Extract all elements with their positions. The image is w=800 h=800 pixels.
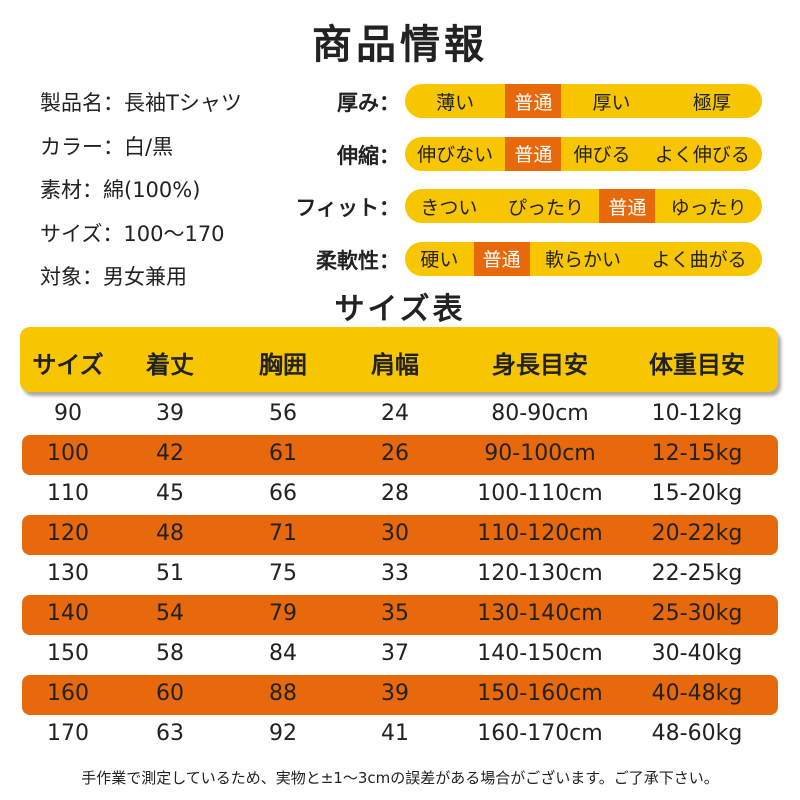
title: 商品情報 xyxy=(312,22,488,68)
table-cell: 92 xyxy=(269,721,297,746)
option: 極厚 xyxy=(692,91,731,114)
table-cell: 48-60kg xyxy=(651,721,743,746)
table-cell: 35 xyxy=(381,601,409,626)
option: 軟らかい xyxy=(544,249,621,271)
table-cell: 42 xyxy=(156,441,184,466)
table-cell: 41 xyxy=(381,721,409,746)
table-cell: 100-110cm xyxy=(477,481,603,506)
table-cell: 10-12kg xyxy=(651,401,743,426)
table-cell: 170 xyxy=(47,721,89,746)
option: ぴったり xyxy=(507,196,584,219)
option: 伸びない xyxy=(417,144,494,166)
option: 伸びる xyxy=(573,144,631,166)
table-cell: 88 xyxy=(269,681,297,706)
option: 厚い xyxy=(592,91,631,114)
table-cell: 60 xyxy=(156,681,184,706)
header-cell: 体重目安 xyxy=(649,351,745,379)
header-cell: 胸囲 xyxy=(259,351,307,379)
selected-option: 普通 xyxy=(505,136,562,171)
attribute-label: 伸縮： xyxy=(337,143,400,168)
table-cell: 75 xyxy=(269,561,297,586)
option: きつい xyxy=(420,196,478,219)
table-cell: 84 xyxy=(269,641,297,666)
table-cell: 140 xyxy=(47,601,89,626)
table-cell: 130-140cm xyxy=(477,601,603,626)
table-cell: 79 xyxy=(269,601,297,626)
selected-option: 普通 xyxy=(599,189,656,223)
option: ゆったり xyxy=(670,196,747,219)
header-cell: サイズ xyxy=(32,351,104,379)
attribute-scale: 伸びない 普通 伸びる よく伸びる xyxy=(405,136,762,171)
table-cell: 150 xyxy=(47,641,89,666)
table-cell: 39 xyxy=(156,401,184,426)
table-cell: 140-150cm xyxy=(477,641,603,666)
table-cell: 110 xyxy=(47,481,89,506)
table-cell: 54 xyxy=(156,601,184,626)
table-cell: 61 xyxy=(269,441,297,466)
table-cell: 30-40kg xyxy=(651,641,743,666)
selected-option: 普通 xyxy=(505,84,562,118)
footnote: 手作業で測定しているため、実物と±1～3cmの誤差がある場合がございます。ご了承… xyxy=(81,769,719,787)
spec-item: サイズ：100～170 xyxy=(40,221,225,246)
row-band xyxy=(22,675,778,715)
table-header xyxy=(20,327,778,392)
spec-item: 素材：綿(100%) xyxy=(40,178,201,202)
table-cell: 25-30kg xyxy=(651,601,743,626)
table-cell: 22-25kg xyxy=(651,561,743,586)
header-cell: 着丈 xyxy=(146,351,194,379)
option: 硬い xyxy=(420,249,459,271)
option: よく曲がる xyxy=(651,249,747,271)
table-cell: 15-20kg xyxy=(651,481,743,506)
table-cell: 130 xyxy=(47,561,89,586)
attribute-scale: きつい ぴったり 普通 ゆったり xyxy=(405,189,762,223)
table-cell: 37 xyxy=(381,641,409,666)
table-title: サイズ表 xyxy=(334,292,466,327)
table-cell: 26 xyxy=(381,441,409,466)
table-cell: 120-130cm xyxy=(477,561,603,586)
table-cell: 30 xyxy=(381,521,409,546)
spec-item: カラー：白/黒 xyxy=(40,134,174,159)
table-cell: 58 xyxy=(156,641,184,666)
table-cell: 51 xyxy=(156,561,184,586)
table-cell: 80-90cm xyxy=(491,401,589,426)
row-band xyxy=(22,435,778,475)
selected-option: 普通 xyxy=(473,241,530,276)
header-cell: 身長目安 xyxy=(492,351,588,379)
row-band xyxy=(22,595,778,635)
table-cell: 63 xyxy=(156,721,184,746)
attribute-label: フィット： xyxy=(295,196,400,220)
table-cell: 71 xyxy=(269,521,297,546)
table-cell: 20-22kg xyxy=(651,521,743,546)
table-cell: 110-120cm xyxy=(477,521,603,546)
table-cell: 45 xyxy=(156,481,184,506)
row-band xyxy=(22,515,778,555)
option: 薄い xyxy=(436,91,475,114)
table-cell: 160 xyxy=(47,681,89,706)
table-cell: 120 xyxy=(47,521,89,546)
attribute-scale: 硬い 普通 軟らかい よく曲がる xyxy=(405,241,762,276)
table-cell: 33 xyxy=(381,561,409,586)
table-cell: 90-100cm xyxy=(484,441,596,466)
attribute-scale: 薄い 普通 厚い 極厚 xyxy=(405,84,762,118)
spec-item: 対象：男女兼用 xyxy=(40,265,187,289)
attribute-label: 柔軟性： xyxy=(316,248,400,273)
table-cell: 56 xyxy=(269,401,297,426)
table-cell: 160-170cm xyxy=(477,721,603,746)
table-cell: 150-160cm xyxy=(477,681,603,706)
header-cell: 肩幅 xyxy=(371,351,419,379)
table-cell: 28 xyxy=(381,481,409,506)
table-cell: 39 xyxy=(381,681,409,706)
table-cell: 90 xyxy=(54,401,82,426)
option: よく伸びる xyxy=(654,144,750,166)
spec-item: 製品名：長袖Tシャツ xyxy=(40,91,242,115)
table-cell: 66 xyxy=(269,481,297,506)
table-cell: 100 xyxy=(47,441,89,466)
table-cell: 12-15kg xyxy=(651,441,743,466)
table-cell: 48 xyxy=(156,521,184,546)
table-cell: 24 xyxy=(381,401,409,426)
table-cell: 40-48kg xyxy=(651,681,743,706)
attribute-label: 厚み： xyxy=(337,91,400,115)
